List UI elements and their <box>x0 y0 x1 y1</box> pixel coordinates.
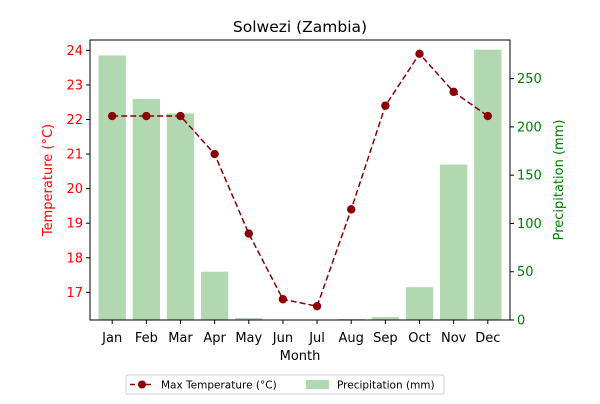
right-axis-title: Precipitation (mm) <box>552 120 567 241</box>
legend-bar-swatch <box>306 380 329 389</box>
temperature-point-dec <box>483 111 493 121</box>
right-tick-label: 100 <box>517 217 542 232</box>
precipitation-bar-jan <box>98 55 126 321</box>
temperature-point-jun <box>278 295 288 304</box>
x-tick-label: Sep <box>373 331 398 346</box>
temperature-point-sep <box>381 101 390 110</box>
precipitation-bars <box>98 49 502 321</box>
x-tick-label: May <box>235 331 262 346</box>
x-tick-label: Oct <box>408 331 430 346</box>
legend-label-precipitation: Precipitation (mm) <box>337 380 435 392</box>
precipitation-axis: 0 50 100 150 200 250 <box>510 72 542 329</box>
left-tick-label: 21 <box>66 148 83 163</box>
legend-frame <box>125 374 445 395</box>
x-tick-label: Dec <box>475 331 500 346</box>
right-tick-label: 0 <box>517 314 525 329</box>
temperature-point-feb <box>142 111 151 121</box>
x-tick-label: Mar <box>168 331 193 346</box>
left-axis-title: Temperature (°C) <box>41 124 56 237</box>
precipitation-bar-mar <box>166 113 195 321</box>
x-tick-label: Nov <box>441 331 467 346</box>
precipitation-bar-apr <box>200 271 229 320</box>
right-tick-label: 200 <box>517 120 542 135</box>
right-tick-label: 250 <box>517 72 542 87</box>
left-tick-label: 19 <box>66 217 83 232</box>
temperature-point-oct <box>415 49 424 59</box>
x-tick-label: Jun <box>272 331 293 346</box>
precipitation-bar-sep <box>371 317 400 320</box>
legend-label-temperature: Max Temperature (°C) <box>161 380 277 392</box>
left-tick-label: 23 <box>66 78 83 93</box>
temperature-series-line <box>112 52 489 308</box>
temperature-point-jan <box>107 111 117 121</box>
temperature-point-jul <box>312 301 322 311</box>
left-tick-label: 18 <box>66 251 83 266</box>
x-tick-label: Feb <box>135 331 158 346</box>
legend-marker-swatch <box>138 380 146 389</box>
x-tick-label: Aug <box>339 331 364 346</box>
precipitation-bar-dec <box>474 49 502 320</box>
temperature-point-aug <box>347 205 356 214</box>
x-tick-label: Jul <box>308 331 325 346</box>
left-tick-label: 22 <box>66 113 83 128</box>
x-tick-label: Apr <box>203 331 226 346</box>
left-tick-label: 24 <box>66 44 83 59</box>
temperature-point-apr <box>210 149 219 159</box>
precipitation-bar-nov <box>440 164 468 320</box>
temperature-axis: 17 18 19 20 21 22 23 24 <box>66 44 90 301</box>
x-axis-title: Month <box>280 349 321 364</box>
month-axis: Jan Feb Mar Apr May Jun Jul Aug Sep Oct Nov Dec <box>101 320 500 346</box>
left-tick-label: 20 <box>66 182 83 197</box>
precipitation-bar-feb <box>132 98 160 321</box>
legend: Max Temperature (°C) Precipitation (mm) <box>125 374 445 395</box>
temperature-line <box>107 49 493 311</box>
right-tick-label: 50 <box>517 265 534 280</box>
temperature-point-nov <box>449 87 458 97</box>
plot-frame <box>89 39 511 321</box>
precipitation-bar-oct <box>405 287 434 320</box>
x-tick-label: Jan <box>101 331 122 346</box>
temperature-point-may <box>244 229 253 238</box>
temperature-point-mar <box>176 111 185 121</box>
precipitation-bar-may <box>235 318 263 320</box>
chart-title: Solwezi (Zambia) <box>233 18 367 36</box>
left-tick-label: 17 <box>66 286 83 301</box>
right-tick-label: 150 <box>517 169 542 184</box>
